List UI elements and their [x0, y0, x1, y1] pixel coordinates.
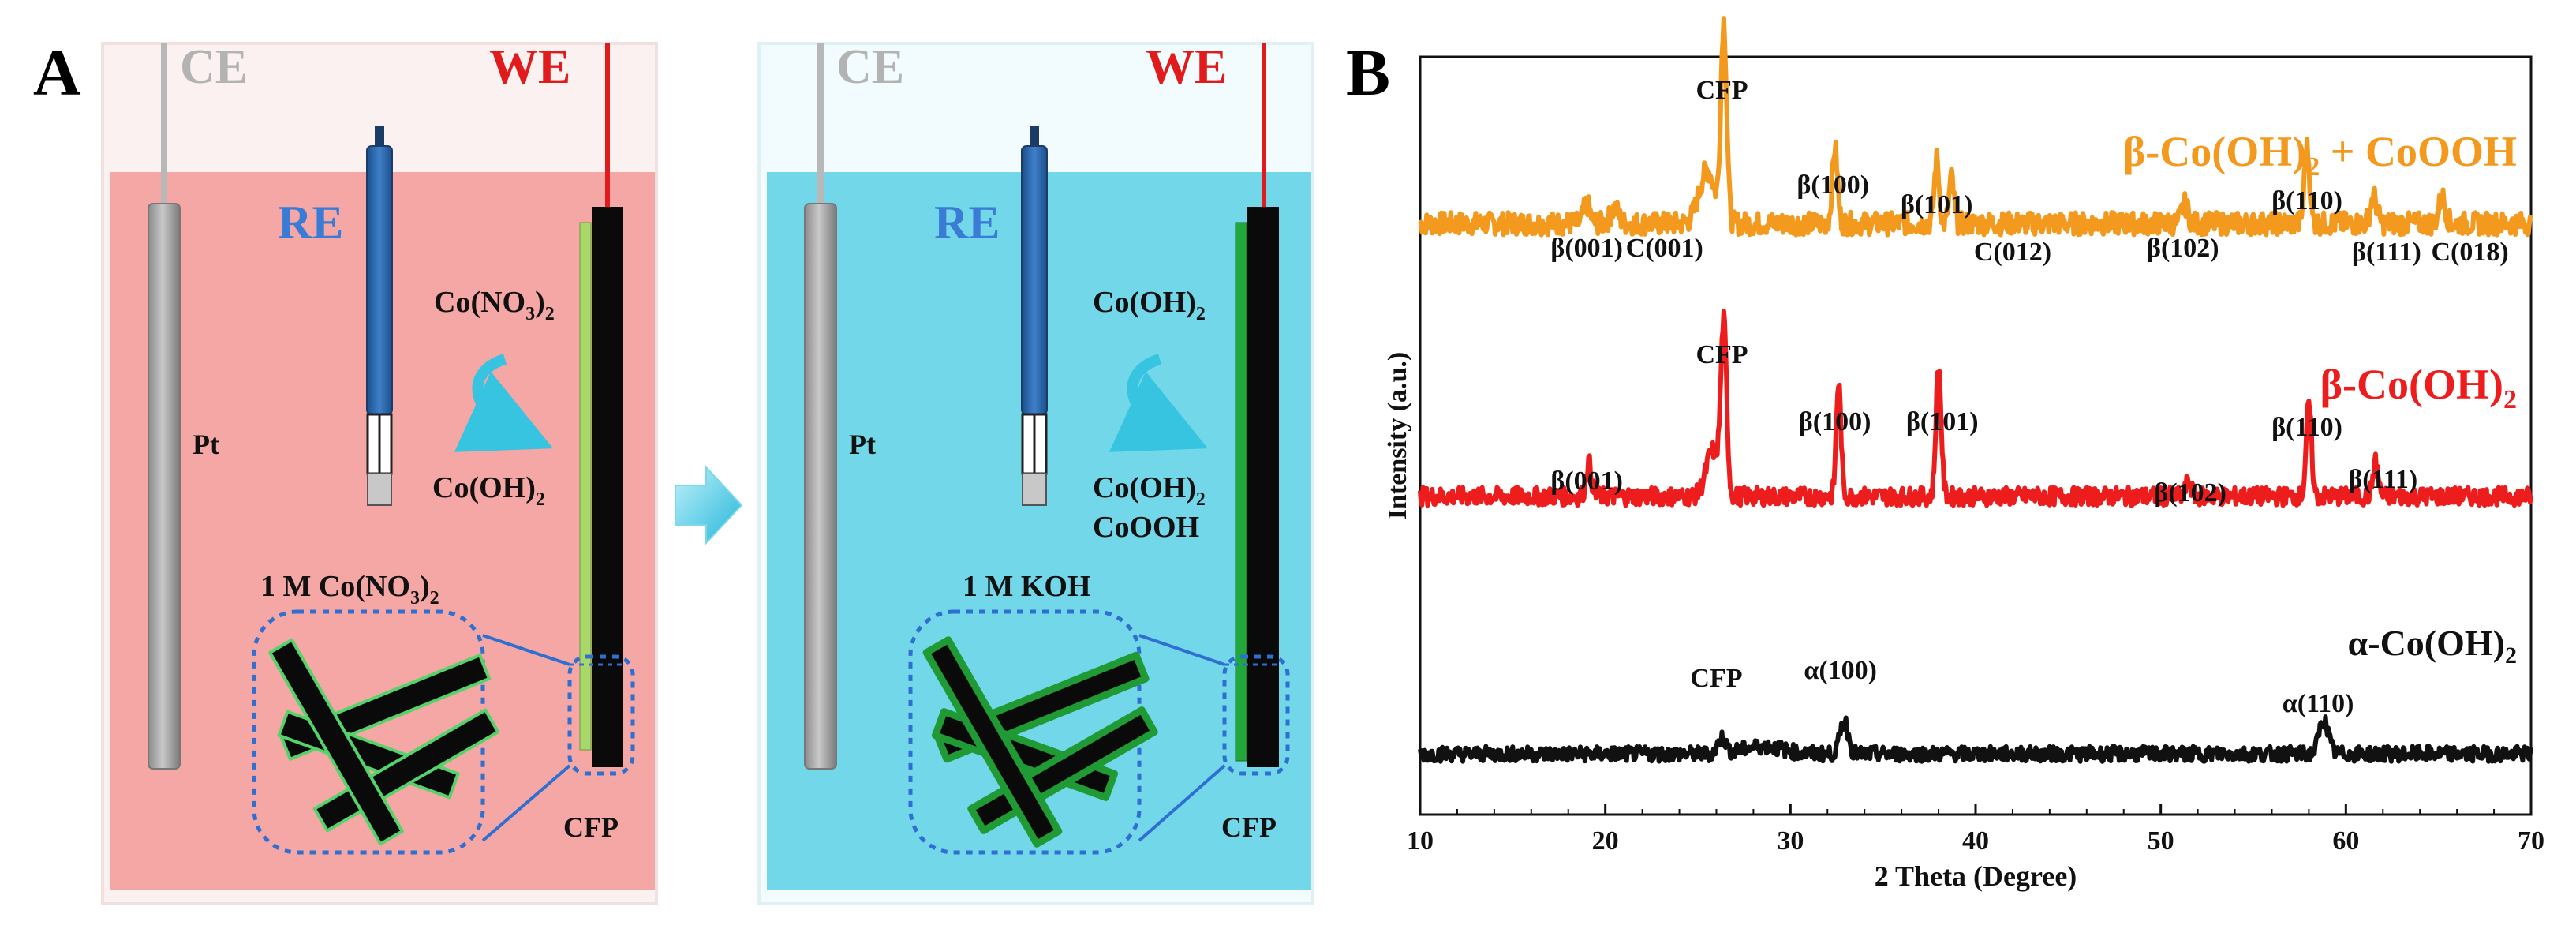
xrd-trace-0: [1418, 16, 2533, 238]
cell-2-zoom-line-top: [1138, 634, 1225, 666]
cell-1-cfp-label: CFP: [563, 811, 619, 843]
process-arrow: [675, 465, 743, 545]
x-axis-label: 2 Theta (Degree): [1875, 860, 2077, 892]
cell-1-zoom-line-top: [482, 634, 570, 666]
cell-1-reference-electrode: [366, 126, 393, 506]
cell-2-pt-electrode: [804, 203, 837, 770]
cell-1-zoom-line-bottom: [481, 764, 571, 842]
peak-label-mid: β(101): [1906, 407, 1979, 436]
peak-label-top: β(102): [2147, 234, 2219, 263]
xrd-trace-2: [1418, 714, 2533, 764]
peak-label-top: β(111): [2352, 238, 2421, 267]
x-tick-label: 30: [1777, 826, 1804, 856]
xrd-trace-1: [1418, 309, 2533, 508]
peak-label-mid: CFP: [1696, 340, 1748, 369]
cell-1-reaction-from: Co(NO3)2: [434, 286, 555, 324]
peak-label-bottom: α(110): [2283, 689, 2354, 718]
x-tick-label: 50: [2148, 826, 2174, 856]
cell-2-electrolyte-label: 1 M KOH: [963, 570, 1091, 603]
cell-1-pt-label: Pt: [193, 429, 219, 460]
cell-1-carbon-fiber-paper: [592, 207, 623, 767]
peak-label-mid: β(110): [2271, 413, 2342, 442]
peak-label-top: CFP: [1696, 76, 1748, 105]
peak-label-mid: β(100): [1799, 407, 1871, 436]
peak-label-top: β(101): [1901, 190, 1973, 219]
cell-2-we-label: WE: [1146, 40, 1227, 94]
cell-1: CE Pt RE Co(NO3)2 Co(OH)2 WE 1 M Co(NO3)…: [101, 40, 658, 905]
peak-label-mid: β(102): [2154, 478, 2226, 508]
cell-2: CE Pt RE Co(OH)2 Co(OH)2 CoOOH WE 1 M KO…: [757, 40, 1314, 905]
cell-1-reaction-arrow: [454, 354, 553, 452]
cell-1-zoom-source: [567, 654, 635, 776]
cell-1-re-label: RE: [278, 197, 343, 249]
panel-b-label: B: [1346, 36, 1390, 110]
cell-2-pt-label: Pt: [849, 429, 876, 460]
x-tick-label: 20: [1592, 826, 1619, 856]
cell-1-we-label: WE: [489, 40, 570, 94]
x-tick-label: 60: [2332, 826, 2359, 856]
series-label-bottom: α-Co(OH)2: [2348, 623, 2517, 669]
cell-1-fibers: [268, 638, 500, 846]
peak-label-top: C(018): [2431, 238, 2508, 267]
peak-label-top: C(001): [1626, 234, 1703, 263]
x-axis-ticks: 10 20 30 40 50 60 70: [1407, 804, 2544, 856]
panel-a-label: A: [33, 36, 81, 110]
peak-label-bottom: α(100): [1804, 656, 1877, 685]
cell-2-reaction-to-2: CoOOH: [1093, 511, 1199, 544]
peak-label-top: β(100): [1797, 170, 1870, 200]
x-tick-label: 10: [1407, 826, 1434, 856]
series-label-top: β-Co(OH)2 + CoOOH: [2123, 128, 2517, 182]
series-label-mid: β-Co(OH)2: [2320, 361, 2517, 414]
cell-2-reaction-from: Co(OH)2: [1093, 286, 1206, 324]
peak-label-top: β(001): [1550, 234, 1623, 263]
peak-label-mid: β(001): [1550, 466, 1623, 496]
peak-label-bottom: CFP: [1690, 664, 1742, 693]
cell-1-electrolyte-label: 1 M Co(NO3)2: [260, 570, 439, 609]
xrd-traces: [1418, 16, 2533, 764]
cell-2-cfp-label: CFP: [1221, 811, 1277, 843]
peak-label-top: C(012): [1974, 238, 2051, 267]
cell-2-reference-electrode: [1021, 126, 1048, 506]
cell-1-coating: [579, 222, 592, 751]
cell-2-coating: [1235, 222, 1247, 762]
cell-1-ce-label: CE: [180, 40, 248, 94]
cell-2-reaction-arrow: [1109, 354, 1208, 452]
x-tick-label: 40: [1962, 826, 1989, 856]
peak-label-top: β(110): [2271, 186, 2342, 215]
cell-2-re-label: RE: [934, 197, 1000, 249]
x-tick-label: 70: [2518, 826, 2544, 856]
cell-2-zoom-line-bottom: [1138, 764, 1226, 842]
y-axis-label: Intensity (a.u.): [1383, 352, 1412, 520]
cell-2-carbon-fiber-paper: [1247, 207, 1279, 767]
cell-2-ce-label: CE: [836, 40, 904, 94]
peak-label-mid: β(111): [2348, 465, 2417, 494]
cell-2-reaction-to-1: Co(OH)2: [1093, 471, 1206, 510]
cell-2-zoom-source: [1222, 654, 1290, 776]
cell-1-pt-electrode: [148, 203, 181, 770]
cell-1-reaction-to: Co(OH)2: [432, 471, 545, 510]
cell-2-fibers: [922, 636, 1158, 848]
